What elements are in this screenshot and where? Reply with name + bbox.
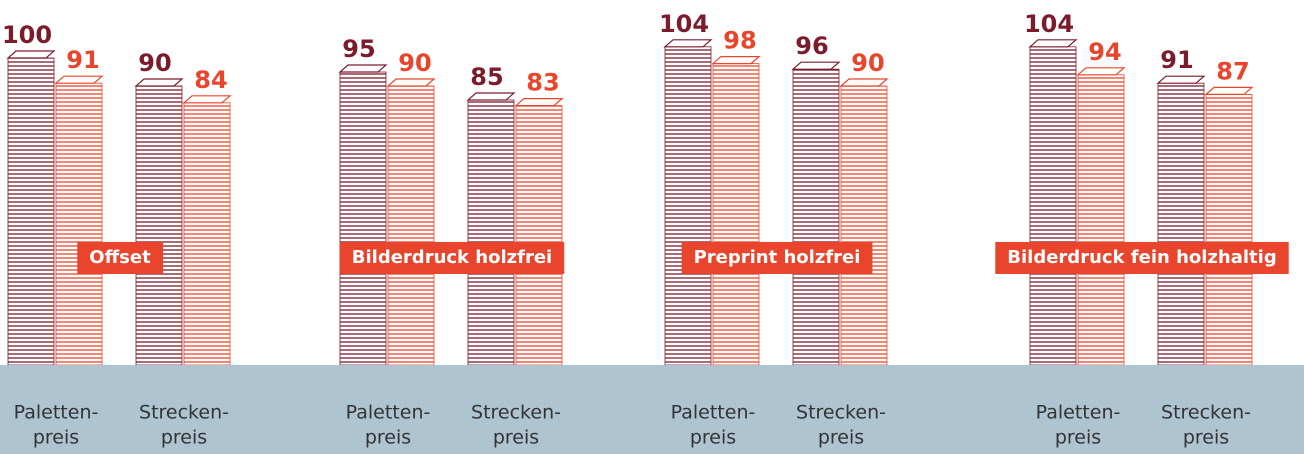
bar: [516, 106, 562, 365]
bar-top: [340, 65, 386, 72]
bar: [8, 58, 54, 365]
value-label: 98: [723, 27, 756, 55]
category-label: Strecken-: [139, 402, 229, 424]
group-title: Offset: [89, 247, 151, 268]
value-label: 91: [1160, 46, 1193, 74]
group-title: Bilderdruck fein holzhaltig: [1007, 247, 1276, 268]
bar-top: [793, 62, 839, 69]
category-label: preis: [493, 427, 539, 449]
bar: [665, 47, 711, 365]
category-label: preis: [1183, 427, 1229, 449]
value-label: 83: [526, 69, 559, 97]
bar-top: [1078, 68, 1124, 75]
category-label: Strecken-: [471, 402, 561, 424]
group-title: Preprint holzfrei: [694, 247, 861, 268]
chart: 100 91 Paletten-preis 90 84 Strecken-preis Off…: [0, 0, 1304, 454]
bar-top: [388, 79, 434, 86]
value-label: 100: [2, 21, 52, 49]
bar: [1078, 75, 1124, 365]
category-label: Strecken-: [1161, 402, 1251, 424]
bar: [1158, 83, 1204, 365]
category-label: Paletten-: [1036, 402, 1121, 424]
bar: [184, 103, 230, 365]
bar: [340, 72, 386, 365]
bar: [56, 83, 102, 365]
value-label: 84: [194, 66, 227, 94]
value-label: 104: [659, 10, 709, 38]
value-label: 94: [1088, 38, 1121, 66]
category-label: preis: [1055, 427, 1101, 449]
value-label: 104: [1024, 10, 1074, 38]
value-label: 87: [1216, 57, 1249, 85]
value-label: 90: [138, 49, 171, 77]
category-label: preis: [33, 427, 79, 449]
group-title: Bilderdruck holzfrei: [352, 247, 552, 268]
bar-top: [56, 76, 102, 83]
bar-top: [1206, 87, 1252, 94]
bar-top: [841, 79, 887, 86]
category-label: Paletten-: [671, 402, 756, 424]
category-label: preis: [690, 427, 736, 449]
bar-top: [468, 93, 514, 100]
category-label: preis: [161, 427, 207, 449]
value-label: 96: [795, 32, 828, 60]
bar-top: [1030, 40, 1076, 47]
bar-top: [665, 40, 711, 47]
category-label: Strecken-: [796, 402, 886, 424]
category-label: Paletten-: [14, 402, 99, 424]
bar: [793, 69, 839, 365]
value-label: 90: [398, 49, 431, 77]
value-label: 85: [470, 63, 503, 91]
bar-top: [136, 79, 182, 86]
bar: [1030, 47, 1076, 365]
bar-top: [516, 99, 562, 106]
bar-top: [8, 51, 54, 58]
bar: [713, 64, 759, 365]
bar: [468, 100, 514, 365]
bar-top: [1158, 76, 1204, 83]
value-label: 95: [342, 35, 375, 63]
bar-top: [713, 57, 759, 64]
bar: [136, 86, 182, 365]
category-label: preis: [365, 427, 411, 449]
category-label: preis: [818, 427, 864, 449]
value-label: 91: [66, 46, 99, 74]
bar: [388, 86, 434, 365]
category-label: Paletten-: [346, 402, 431, 424]
bar: [841, 86, 887, 365]
bar: [1206, 94, 1252, 365]
bar-top: [184, 96, 230, 103]
value-label: 90: [851, 49, 884, 77]
